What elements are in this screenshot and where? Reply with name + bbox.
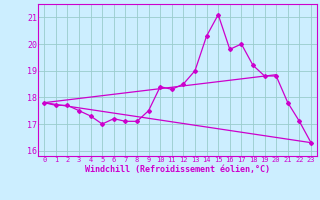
X-axis label: Windchill (Refroidissement éolien,°C): Windchill (Refroidissement éolien,°C) bbox=[85, 165, 270, 174]
